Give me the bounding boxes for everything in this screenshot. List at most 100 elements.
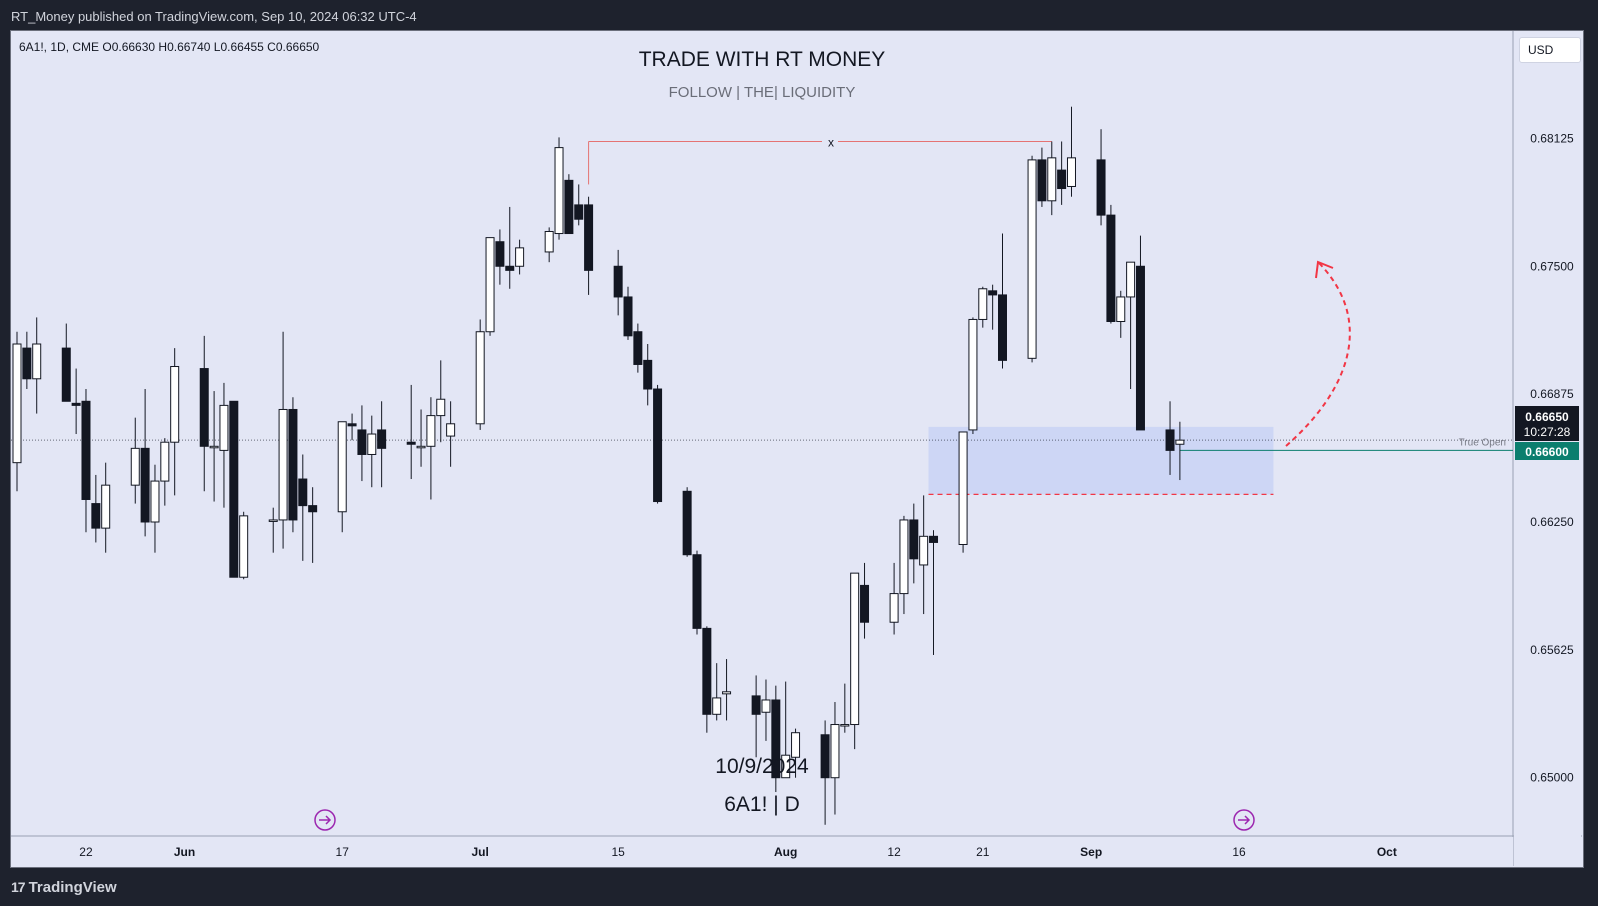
bear-candle-body bbox=[633, 331, 643, 365]
candle bbox=[91, 474, 101, 543]
bull-candle-body bbox=[761, 699, 771, 713]
time-tick-label: 15 bbox=[611, 845, 625, 859]
candle bbox=[712, 663, 722, 721]
candle bbox=[426, 397, 436, 500]
candle bbox=[170, 348, 180, 496]
time-tick-label: Aug bbox=[774, 845, 797, 859]
bear-candle-body bbox=[199, 368, 209, 447]
candle bbox=[988, 284, 998, 330]
bear-candle-body bbox=[288, 408, 298, 521]
time-axis[interactable] bbox=[11, 837, 1513, 866]
bear-candle-body bbox=[564, 179, 574, 235]
chart-frame[interactable] bbox=[10, 30, 1584, 868]
candle bbox=[761, 679, 771, 741]
candle bbox=[81, 389, 91, 533]
candle bbox=[130, 417, 140, 504]
currency-button[interactable]: USD bbox=[1519, 37, 1581, 63]
candle bbox=[889, 562, 899, 635]
candle bbox=[860, 562, 870, 639]
time-tick-label: 21 bbox=[976, 845, 990, 859]
candle bbox=[505, 206, 515, 289]
candle bbox=[968, 317, 978, 435]
bull-candle-body bbox=[1066, 157, 1076, 187]
candle bbox=[101, 462, 111, 553]
candle bbox=[1037, 147, 1047, 207]
bear-candle-body bbox=[653, 388, 663, 503]
footer-brand: TradingView bbox=[28, 879, 117, 896]
bull-candle-body bbox=[919, 535, 929, 566]
publisher-text: RT_Money published on TradingView.com, S… bbox=[11, 9, 417, 24]
bull-candle-body bbox=[278, 408, 288, 521]
publisher-bar: RT_Money published on TradingView.com, S… bbox=[0, 0, 1598, 34]
bull-candle-body bbox=[968, 318, 978, 431]
bull-candle-body bbox=[150, 480, 160, 523]
bear-candle-body bbox=[1037, 159, 1047, 202]
bear-candle-body bbox=[623, 296, 633, 337]
candle bbox=[840, 683, 850, 733]
bear-candle-body bbox=[1106, 214, 1116, 323]
bear-candle-body bbox=[298, 478, 308, 507]
bear-candle-body bbox=[998, 294, 1007, 361]
candle bbox=[574, 184, 584, 226]
candle bbox=[367, 415, 377, 488]
bear-candle-body bbox=[61, 347, 71, 402]
candle bbox=[337, 421, 347, 533]
projection-arrow[interactable] bbox=[1285, 261, 1351, 447]
candle bbox=[919, 495, 929, 615]
candle bbox=[899, 515, 909, 615]
time-tick-label: Sep bbox=[1080, 845, 1102, 859]
bull-candle-body bbox=[515, 247, 525, 267]
candle bbox=[416, 409, 426, 467]
bull-candle-body bbox=[889, 593, 899, 623]
bull-candle-body bbox=[1116, 296, 1126, 323]
currency-label: USD bbox=[1528, 43, 1554, 57]
bull-candle-body bbox=[899, 519, 909, 595]
candle bbox=[682, 487, 692, 557]
projection-arrowhead bbox=[1315, 260, 1334, 279]
candle bbox=[820, 720, 830, 825]
tradingview-logo-icon[interactable]: 17 TradingView bbox=[11, 879, 117, 896]
candle bbox=[613, 249, 623, 316]
candle bbox=[702, 626, 712, 733]
level-price-value: 0.66600 bbox=[1525, 445, 1569, 459]
bull-candle-body bbox=[830, 724, 840, 779]
candle bbox=[298, 454, 308, 561]
time-tick-label: Jun bbox=[174, 845, 195, 859]
time-tick-label: 16 bbox=[1232, 845, 1246, 859]
candle bbox=[1175, 421, 1185, 481]
candle bbox=[958, 431, 968, 553]
replay-arrow-icon[interactable] bbox=[1233, 809, 1255, 831]
bull-candle-body bbox=[101, 484, 111, 529]
bear-candle-body bbox=[702, 627, 712, 715]
time-tick-label: Jul bbox=[472, 845, 489, 859]
bear-candle-body bbox=[357, 429, 367, 455]
candle bbox=[219, 382, 229, 508]
price-tick-label: 0.67500 bbox=[1530, 259, 1574, 273]
bear-candle-body bbox=[308, 505, 318, 513]
bear-candle-body bbox=[860, 584, 870, 623]
bear-candle-body bbox=[1165, 429, 1175, 451]
candle bbox=[308, 487, 318, 563]
last-price-value: 0.66650 bbox=[1525, 410, 1569, 424]
bear-candle-body bbox=[81, 400, 91, 500]
candle bbox=[978, 286, 988, 328]
time-tick-label: Oct bbox=[1377, 845, 1397, 859]
candle bbox=[1106, 204, 1116, 324]
bull-candle-body bbox=[958, 431, 968, 545]
candle bbox=[150, 464, 160, 553]
candle bbox=[1057, 141, 1067, 205]
candle bbox=[544, 227, 554, 263]
candle bbox=[1126, 261, 1136, 390]
candle bbox=[475, 319, 485, 430]
bull-candle-body bbox=[219, 404, 229, 451]
candle bbox=[239, 511, 249, 580]
bull-candle-body bbox=[160, 441, 170, 482]
candle bbox=[781, 681, 791, 779]
bar-countdown: 10:27:28 bbox=[1524, 425, 1571, 439]
candle bbox=[998, 233, 1007, 369]
bear-candle-body bbox=[495, 241, 505, 267]
candle bbox=[288, 397, 298, 533]
replay-arrow-icon[interactable] bbox=[314, 809, 336, 831]
bear-candle-body bbox=[574, 204, 584, 220]
